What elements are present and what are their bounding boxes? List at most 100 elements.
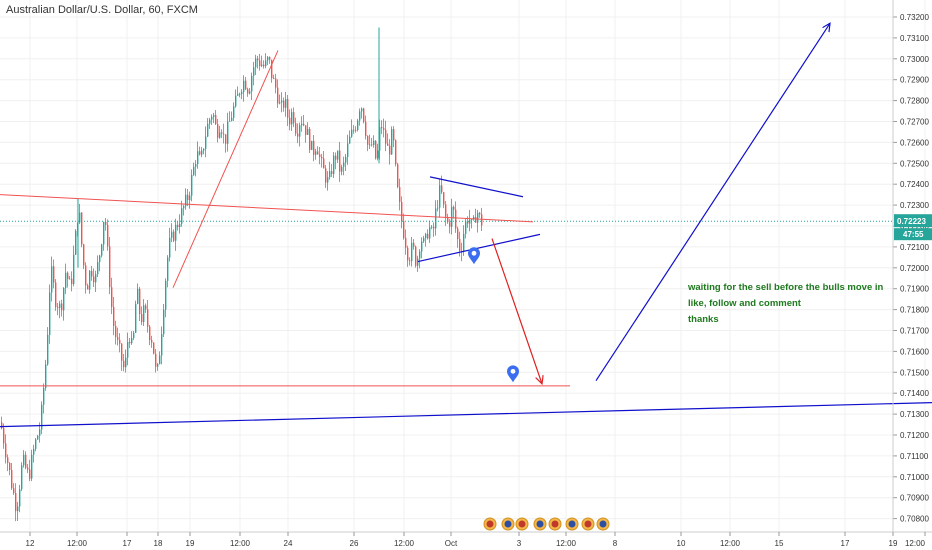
candlestick-series [1, 27, 483, 522]
candle-body [111, 287, 113, 308]
candle-body [191, 174, 193, 196]
candle-body [475, 217, 477, 223]
candle-body [171, 231, 173, 238]
candle-body [337, 150, 339, 160]
candle-body [87, 285, 89, 290]
candle-body [305, 125, 307, 135]
candle-body [463, 233, 465, 252]
candle-body [99, 255, 101, 263]
candle-body [381, 127, 383, 129]
event-flag-icon [581, 517, 595, 531]
candle-body [411, 242, 413, 262]
candle-body [419, 251, 421, 259]
candle-body [163, 309, 165, 335]
candle-body [233, 106, 235, 118]
event-flag-icon [548, 517, 562, 531]
candle-body [197, 151, 199, 165]
x-tick-label: 15 [775, 539, 784, 548]
candle-body [345, 157, 347, 163]
candle-body [205, 136, 207, 149]
candle-body [157, 364, 159, 367]
y-tick-label: 0.71700 [900, 327, 929, 336]
event-flag-icon [565, 517, 579, 531]
trend-line [429, 176, 524, 198]
y-tick-label: 0.70900 [900, 494, 929, 503]
y-tick-label: 0.71900 [900, 285, 929, 294]
candle-body [413, 242, 415, 247]
candle-body [467, 221, 469, 224]
candle-body [297, 133, 299, 137]
candle-body [277, 87, 279, 104]
candle-body [69, 278, 71, 280]
candle-body [53, 266, 55, 283]
candle-body [379, 127, 381, 151]
candle-body [449, 222, 451, 227]
candle-body [429, 227, 431, 239]
trend-line [0, 194, 534, 223]
candle-body [71, 278, 73, 285]
candle-body [133, 332, 135, 338]
candle-body [183, 206, 185, 209]
candle-body [255, 58, 257, 68]
candle-body [321, 157, 323, 159]
y-tick-label: 0.70800 [900, 515, 929, 524]
candle-body [313, 140, 315, 155]
candle-body [5, 443, 7, 458]
candle-body [373, 140, 375, 145]
x-tick-label: 10 [677, 539, 686, 548]
price-axis[interactable]: 0.73200 0.73100 0.73000 0.72900 0.72800 0.727… [892, 0, 932, 532]
time-axis[interactable]: 12 12:00 17 18 19 12:00 24 26 12:00 Oct 3 12:00 8 10 1… [0, 531, 932, 548]
candle-body [153, 342, 155, 354]
candle-body [47, 334, 49, 365]
candle-body [387, 143, 389, 146]
candle-body [247, 89, 249, 94]
y-tick-label: 0.72100 [900, 243, 929, 252]
candle-body [355, 129, 357, 131]
candle-body [333, 155, 335, 174]
candle-body [125, 357, 127, 368]
candle-body [115, 325, 117, 338]
candle-body [219, 132, 221, 138]
candle-body [303, 123, 305, 126]
candle-body [437, 207, 439, 209]
x-tick-label: 12 [26, 539, 35, 548]
candle-body [249, 91, 251, 94]
event-flag-icon [501, 517, 515, 531]
candle-body [105, 221, 107, 225]
candle-body [79, 212, 81, 223]
candle-body [195, 164, 197, 167]
note-line-3: thanks [688, 314, 719, 325]
candle-body [331, 171, 333, 174]
candle-body [17, 506, 19, 511]
candle-body [209, 119, 211, 124]
candle-body [127, 341, 129, 358]
candle-body [73, 254, 75, 285]
candle-body [329, 171, 331, 178]
candle-body [287, 99, 289, 118]
candle-body [225, 134, 227, 144]
y-tick-label: 0.73200 [900, 13, 929, 22]
candle-body [223, 133, 225, 135]
y-tick-label: 0.71800 [900, 306, 929, 315]
candle-body [371, 144, 373, 146]
candle-body [351, 129, 353, 137]
candle-body [443, 192, 445, 205]
candle-body [137, 288, 139, 304]
candle-body [243, 80, 245, 92]
economic-events-bar[interactable] [483, 517, 610, 531]
y-tick-label: 0.72400 [900, 180, 929, 189]
candle-body [343, 162, 345, 167]
candle-body [21, 465, 23, 490]
candle-body [453, 206, 455, 210]
candle-body [101, 244, 103, 256]
y-tick-label: 0.72600 [900, 138, 929, 147]
chart-title: Australian Dollar/U.S. Dollar, 60, FXCM [6, 4, 198, 16]
candle-body [147, 309, 149, 327]
candle-body [211, 116, 213, 120]
candle-body [13, 488, 15, 494]
candle-body [307, 128, 309, 135]
candle-body [141, 314, 143, 322]
candle-body [263, 64, 265, 67]
candle-body [235, 95, 237, 107]
